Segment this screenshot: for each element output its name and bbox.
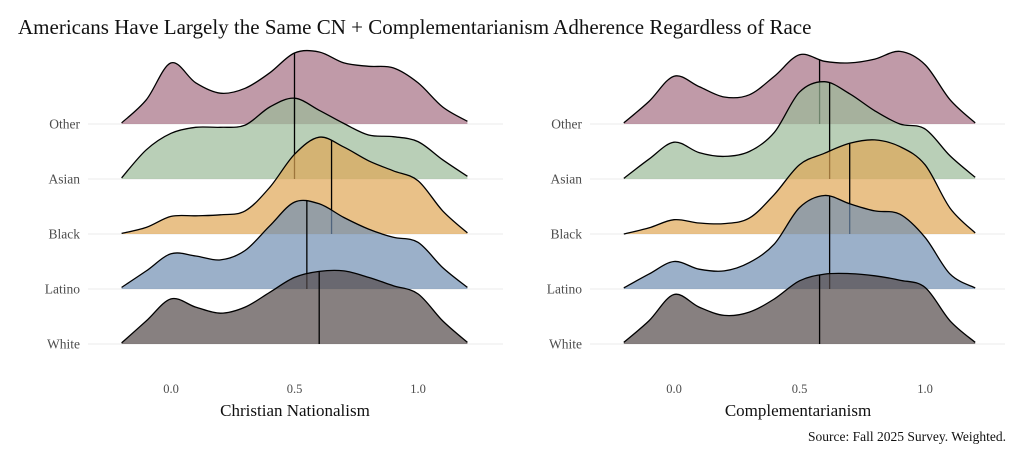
x-tick-label: 0.0 (163, 382, 179, 396)
panel-complementarianism: Other Asian Black Latino White 0.0 0.5 1.0 Compl… (547, 50, 1005, 420)
density-fill-white (623, 273, 976, 344)
x-tick-label: 0.0 (666, 382, 682, 396)
x-tick-label: 1.0 (410, 382, 426, 396)
density-fill-white (121, 270, 468, 344)
y-label-asian: Asian (49, 172, 81, 187)
density-outline-black (623, 139, 976, 235)
x-axis-title: Christian Nationalism (220, 401, 370, 420)
panel-christian-nationalism: Other Asian Black Latino White 0.0 0.5 1.0 Chris… (45, 49, 503, 420)
x-tick-label: 0.5 (287, 382, 303, 396)
density-fill-latino (121, 200, 468, 289)
density-outline-white (121, 269, 468, 344)
y-label-black: Black (49, 227, 81, 242)
x-axis-title: Complementarianism (725, 401, 871, 420)
y-label-white: White (47, 337, 80, 352)
ridge-other (121, 49, 468, 125)
density-fill-black (623, 139, 976, 234)
y-label-latino: Latino (45, 282, 80, 297)
x-tick-label: 1.0 (917, 382, 933, 396)
source-caption: Source: Fall 2025 Survey. Weighted. (808, 429, 1006, 444)
density-outline-latino (121, 199, 468, 288)
y-label-other: Other (551, 117, 582, 132)
ridge-white (623, 272, 976, 344)
x-tick-label: 0.5 (792, 382, 808, 396)
chart-title: Americans Have Largely the Same CN + Com… (18, 15, 811, 39)
density-outline-white (623, 272, 976, 343)
density-outline-asian (623, 81, 976, 179)
y-label-black: Black (551, 227, 583, 242)
density-fill-black (121, 137, 468, 234)
y-label-asian: Asian (551, 172, 583, 187)
density-outline-black (121, 136, 468, 235)
ridge-white (121, 269, 468, 344)
density-fill-other (623, 51, 976, 125)
density-outline-other (121, 49, 468, 124)
y-label-latino: Latino (547, 282, 582, 297)
y-label-white: White (549, 337, 582, 352)
density-fill-latino (623, 195, 976, 289)
y-label-other: Other (49, 117, 80, 132)
density-outline-other (623, 50, 976, 124)
density-outline-latino (623, 194, 976, 289)
